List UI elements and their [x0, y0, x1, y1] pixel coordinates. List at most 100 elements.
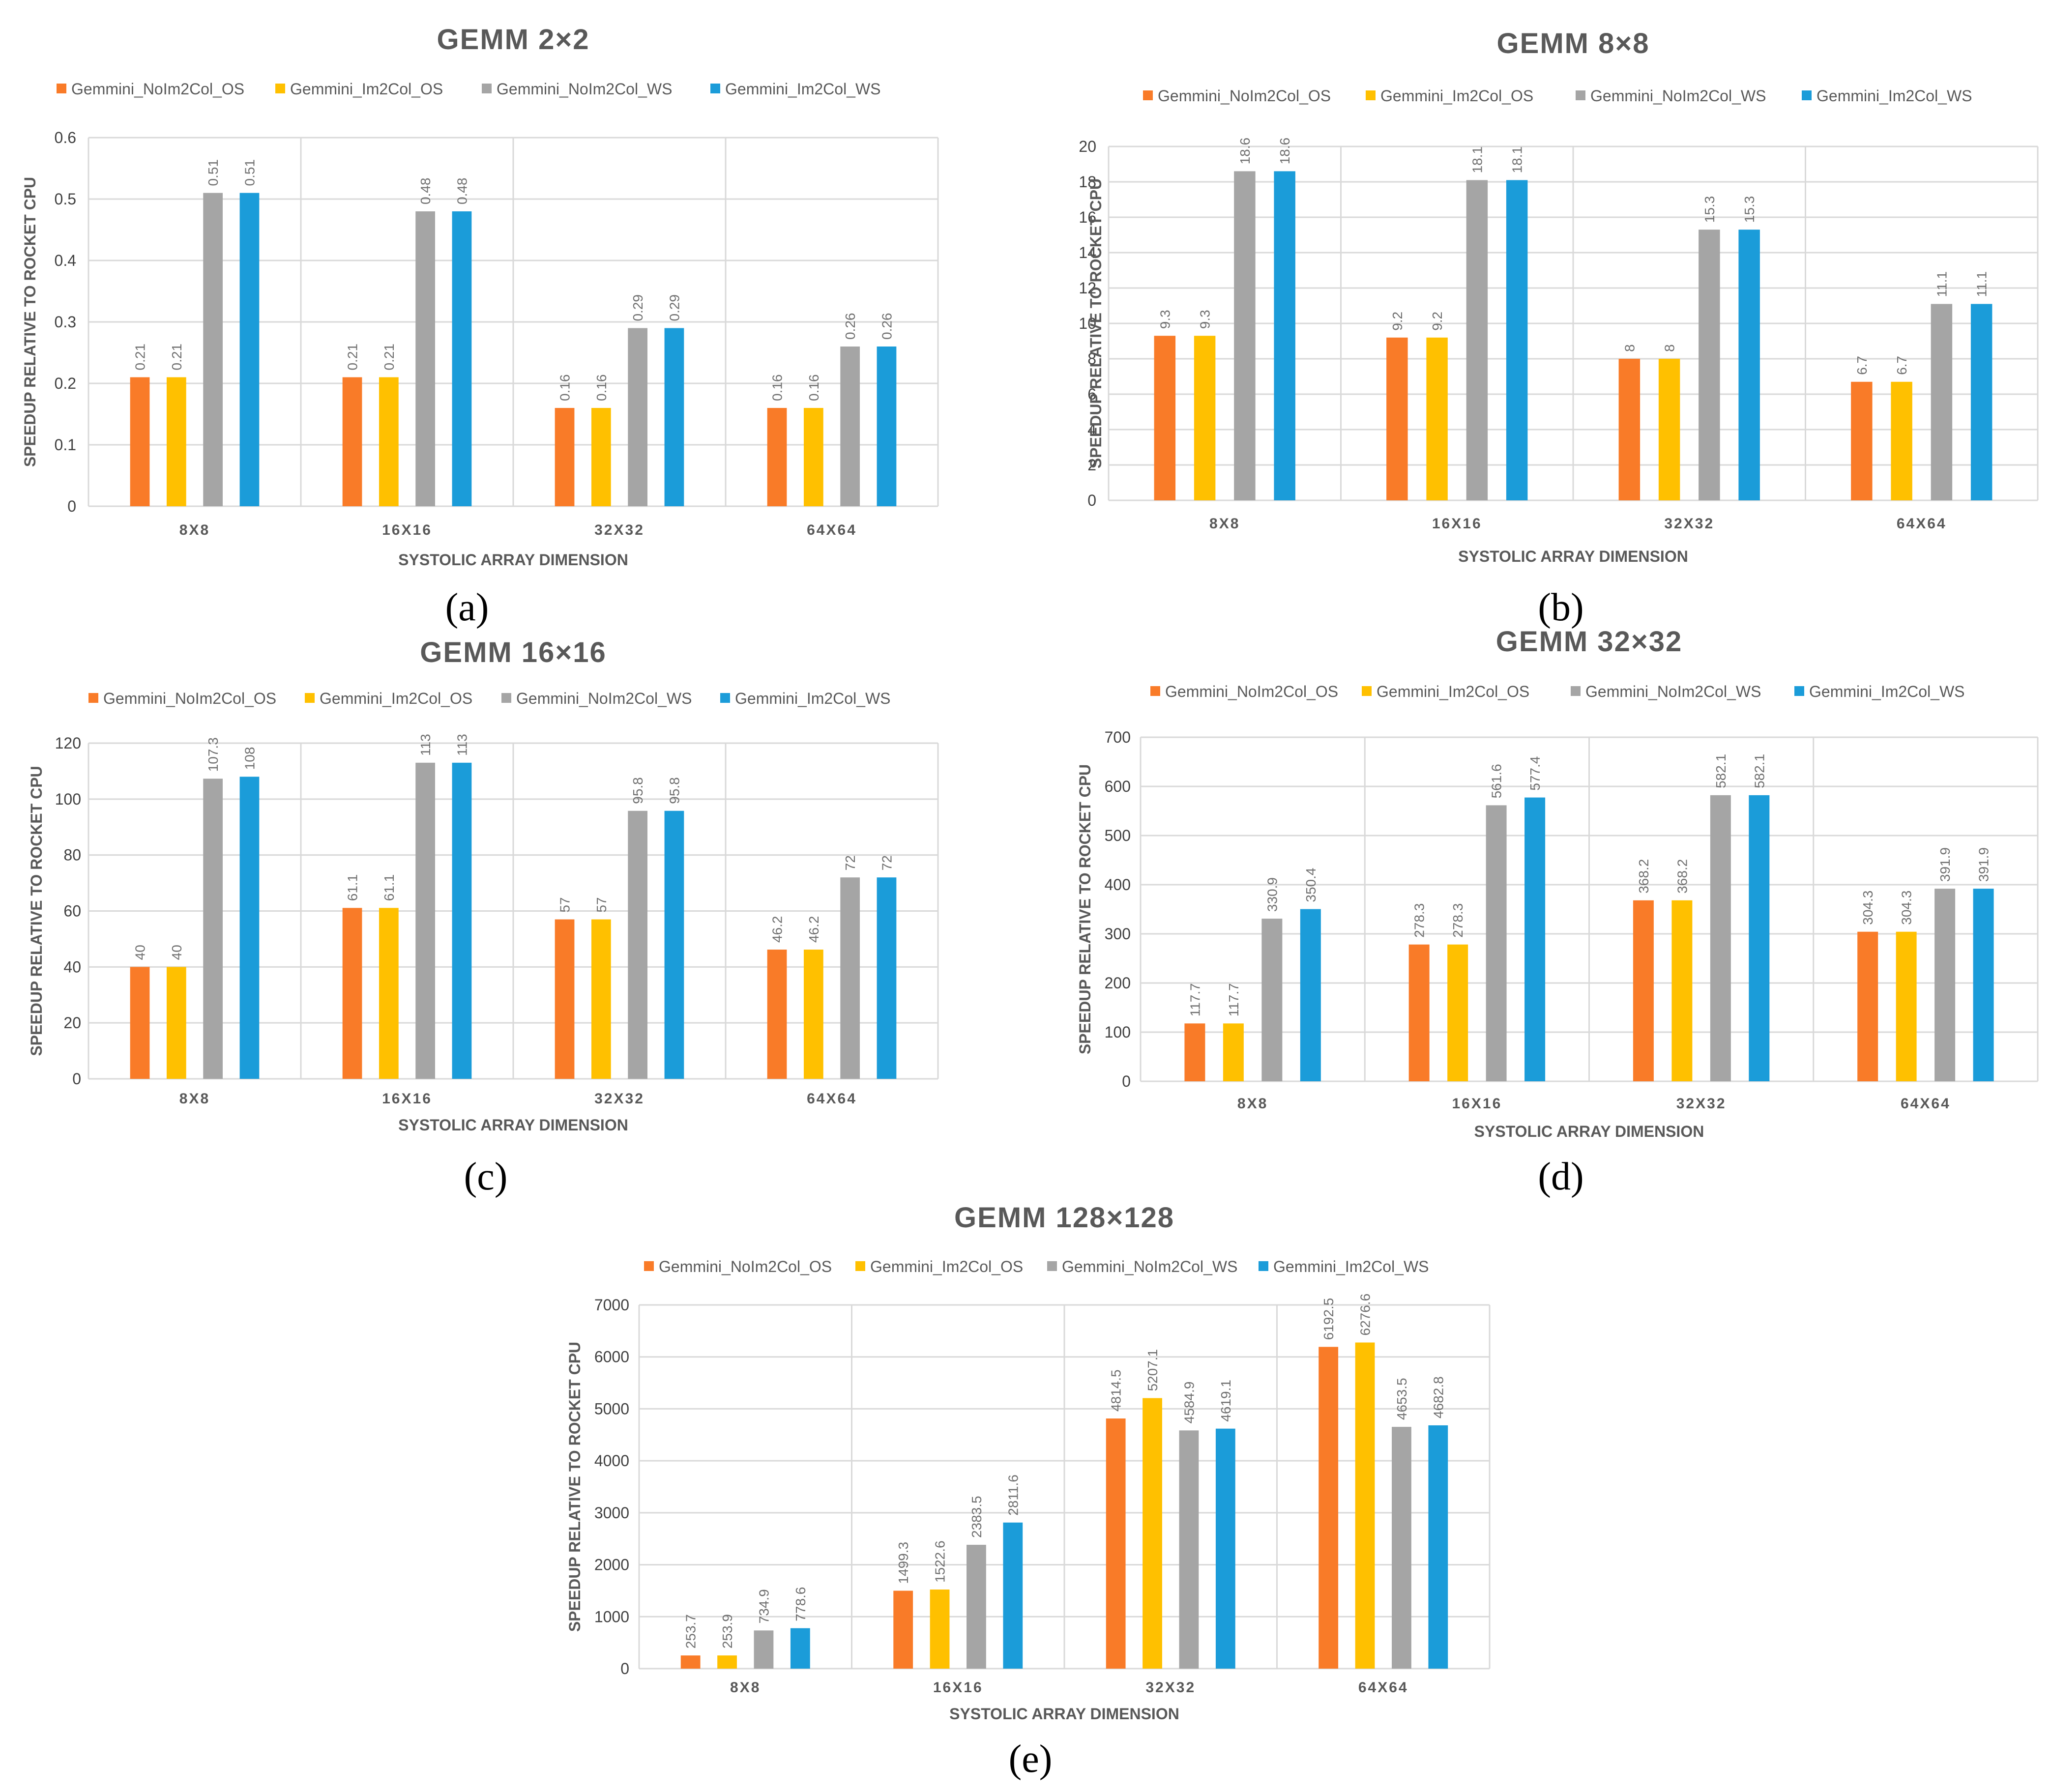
- data-label: 5207.1: [1145, 1349, 1160, 1391]
- y-tick-label: 6: [1087, 385, 1096, 403]
- y-axis-label: SPEEDUP RELATIVE TO ROCKET CPU: [28, 766, 45, 1056]
- legend-label: Gemmini_NoIm2Col_OS: [103, 690, 276, 707]
- data-label: 61.1: [381, 874, 397, 901]
- y-tick-label: 0.3: [55, 313, 76, 331]
- data-label: 582.1: [1713, 754, 1729, 788]
- data-label: 304.3: [1860, 891, 1875, 925]
- bar: [1355, 1342, 1375, 1669]
- y-tick-label: 200: [1105, 974, 1131, 992]
- bar: [1143, 1398, 1162, 1669]
- y-tick-label: 700: [1105, 728, 1131, 746]
- legend-swatch: [1143, 90, 1153, 100]
- data-label: 577.4: [1527, 756, 1543, 791]
- data-label: 9.2: [1430, 312, 1445, 331]
- bar: [1408, 944, 1430, 1081]
- data-label: 368.2: [1636, 859, 1651, 894]
- bar: [1506, 180, 1528, 500]
- y-tick-label: 14: [1079, 244, 1096, 261]
- data-label: 304.3: [1899, 891, 1914, 925]
- x-axis-label: SYSTOLIC ARRAY DIMENSION: [398, 1116, 628, 1134]
- x-category-label: 64X64: [1897, 516, 1947, 532]
- legend-swatch: [305, 693, 315, 703]
- bar: [1386, 337, 1408, 500]
- data-label: 15.3: [1702, 196, 1717, 223]
- bar: [803, 950, 823, 1079]
- bar: [591, 408, 611, 506]
- data-label: 0.21: [169, 344, 184, 371]
- y-tick-label: 2: [1087, 456, 1096, 474]
- chart-title: GEMM 128×128: [954, 1202, 1174, 1234]
- legend-label: Gemmini_Im2Col_WS: [1809, 683, 1965, 700]
- data-label: 40: [169, 945, 184, 960]
- legend-label: Gemmini_Im2Col_WS: [735, 690, 891, 707]
- bar: [1658, 359, 1680, 500]
- legend-label: Gemmini_NoIm2Col_WS: [497, 80, 672, 98]
- chart-panel-2: 0 2 4 6 8 10 12 14 16 18 20 9.3 9.3 18.6 18.6 8X8 9.2 9.2…: [1079, 28, 2039, 629]
- x-category-label: 16X16: [933, 1679, 983, 1696]
- legend-swatch: [720, 693, 730, 703]
- x-category-label: 16X16: [1452, 1096, 1502, 1112]
- y-axis-label: SPEEDUP RELATIVE TO ROCKET CPU: [21, 177, 39, 467]
- data-label: 4619.1: [1218, 1380, 1233, 1422]
- x-category-label: 8X8: [1237, 1096, 1268, 1112]
- bar: [767, 408, 787, 506]
- bar: [342, 908, 362, 1079]
- bar: [790, 1628, 810, 1669]
- data-label: 113: [418, 734, 433, 756]
- bar: [967, 1545, 986, 1669]
- bar: [877, 347, 897, 506]
- legend-label: Gemmini_Im2Col_OS: [320, 690, 472, 707]
- x-category-label: 32X32: [1145, 1679, 1196, 1696]
- data-label: 2383.5: [969, 1496, 984, 1538]
- data-label: 350.4: [1303, 868, 1318, 902]
- data-label: 0.16: [770, 375, 785, 402]
- data-label: 0.16: [594, 375, 609, 402]
- y-tick-label: 40: [63, 958, 81, 976]
- data-label: 4584.9: [1181, 1382, 1197, 1424]
- data-label: 6.7: [1894, 356, 1909, 375]
- y-tick-label: 4: [1087, 421, 1096, 438]
- chart-panel-1: 0 0.1 0.2 0.3 0.4 0.5 0.6 0.21 0.21 0.51 0.51 8X8 0.…: [21, 24, 939, 629]
- y-tick-label: 120: [55, 734, 81, 752]
- legend-swatch: [710, 84, 720, 93]
- chart-title: GEMM 8×8: [1497, 28, 1650, 59]
- data-label: 561.6: [1489, 764, 1504, 798]
- bar: [680, 1655, 701, 1669]
- bar: [1223, 1023, 1244, 1081]
- data-label: 734.9: [756, 1589, 771, 1623]
- y-axis-label: SPEEDUP RELATIVE TO ROCKET CPU: [1087, 178, 1105, 468]
- data-label: 18.6: [1277, 138, 1292, 165]
- x-category-label: 8X8: [730, 1679, 761, 1696]
- panel-label: (b): [1538, 586, 1583, 629]
- data-label: 0.21: [133, 344, 148, 371]
- data-label: 368.2: [1674, 859, 1690, 894]
- bar: [1428, 1425, 1448, 1669]
- bar: [555, 919, 575, 1079]
- bar: [452, 211, 472, 506]
- data-label: 0.51: [205, 159, 221, 186]
- data-label: 72: [843, 855, 858, 870]
- bar: [754, 1630, 774, 1669]
- bar: [379, 908, 399, 1079]
- x-axis-label: SYSTOLIC ARRAY DIMENSION: [398, 551, 628, 569]
- y-tick-label: 0.1: [55, 436, 76, 454]
- chart-panel-4: 0 100 200 300 400 500 600 700 117.7 117.7 330.9 350…: [1076, 626, 2039, 1198]
- legend-swatch: [855, 1261, 865, 1271]
- data-label: 0.29: [667, 294, 682, 321]
- bar: [1699, 230, 1720, 500]
- data-label: 0.21: [381, 344, 397, 371]
- bar: [1154, 336, 1176, 500]
- x-category-label: 8X8: [1209, 516, 1240, 532]
- legend-label: Gemmini_Im2Col_OS: [1380, 87, 1533, 105]
- data-label: 9.3: [1198, 310, 1213, 329]
- y-tick-label: 0.5: [55, 190, 76, 208]
- legend-label: Gemmini_Im2Col_WS: [725, 80, 881, 98]
- y-tick-label: 60: [63, 902, 81, 920]
- data-label: 8: [1622, 344, 1637, 352]
- legend-label: Gemmini_NoIm2Col_WS: [1585, 683, 1761, 700]
- data-label: 0.16: [806, 375, 821, 402]
- panel-label: (d): [1538, 1155, 1583, 1198]
- bar: [664, 328, 684, 506]
- x-axis-label: SYSTOLIC ARRAY DIMENSION: [949, 1705, 1179, 1723]
- data-label: 113: [454, 734, 469, 756]
